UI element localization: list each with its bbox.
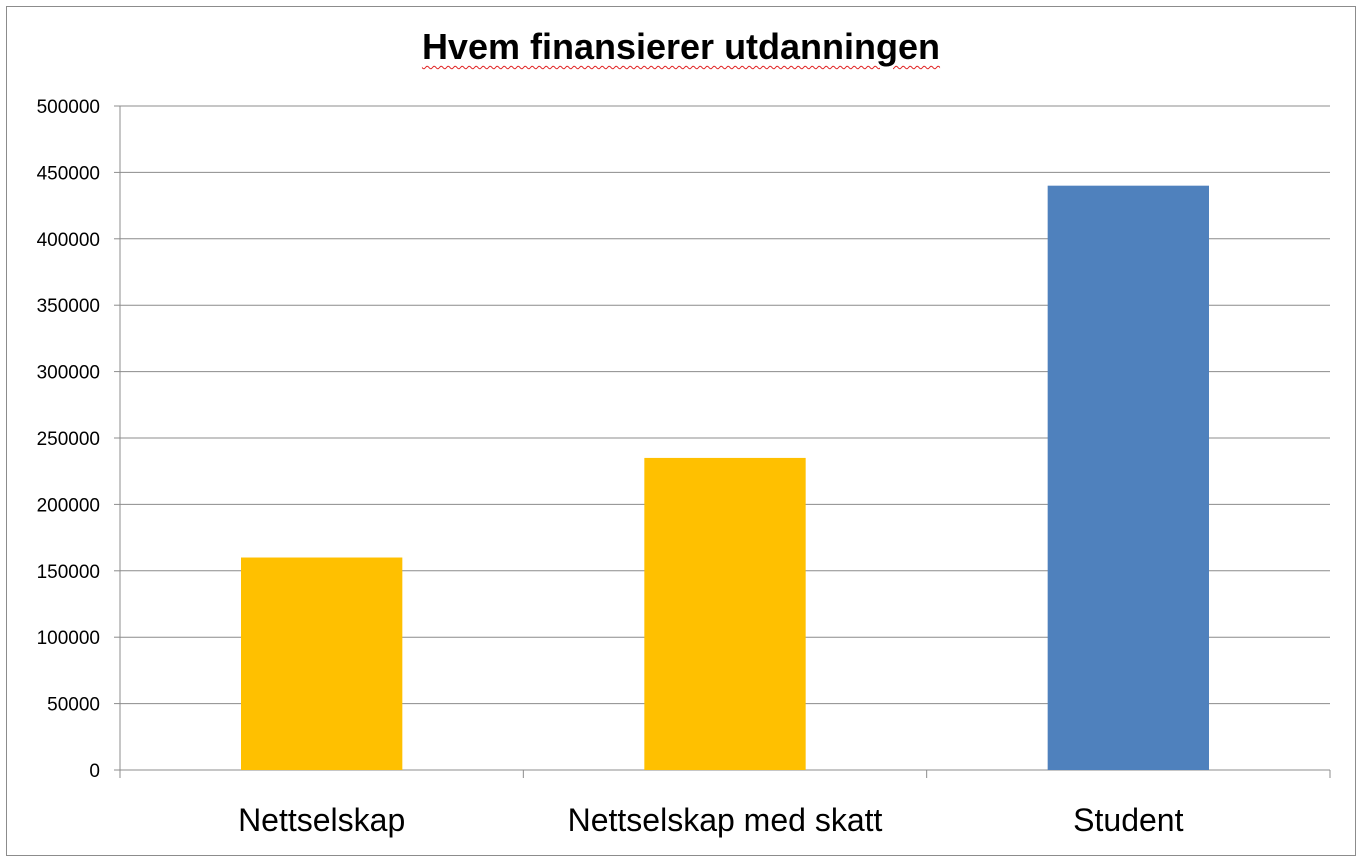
y-tick-label: 300000 <box>37 363 100 384</box>
x-tick-label: Nettselskap <box>238 802 405 838</box>
y-tick-label: 400000 <box>37 230 100 251</box>
x-tick-label: Student <box>1073 802 1183 838</box>
y-tick-label: 50000 <box>47 695 100 716</box>
y-tick-label: 350000 <box>37 296 100 317</box>
chart-title: Hvem finansierer utdanningen <box>421 26 941 67</box>
bar <box>241 557 403 770</box>
bar <box>644 457 806 770</box>
y-tick-label: 150000 <box>37 562 100 583</box>
y-tick-label: 500000 <box>37 97 100 118</box>
y-tick-label: 100000 <box>37 628 100 649</box>
bars <box>241 185 1209 770</box>
x-tick-label: Nettselskap med skatt <box>568 802 883 838</box>
x-tick-labels: Nettselskap Nettselskap med skatt Student <box>238 802 1184 838</box>
bar <box>1047 185 1209 770</box>
y-tick-label: 250000 <box>37 429 100 450</box>
y-tick-label: 450000 <box>37 163 100 184</box>
y-tick-label: 0 <box>89 761 100 782</box>
y-tick-label: 200000 <box>37 495 100 516</box>
y-tick-labels: 0 50000 100000 150000 200000 250000 300000 3500… <box>37 97 100 782</box>
